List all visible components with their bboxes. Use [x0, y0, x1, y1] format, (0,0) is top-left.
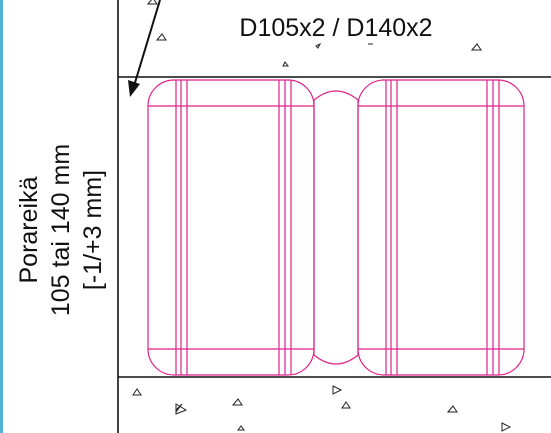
leader-arrow — [128, 0, 161, 97]
hole-label-title: Porareikä — [15, 176, 43, 283]
concrete-texture-bottom — [132, 385, 512, 432]
seal-size-label: D105x2 / D140x2 — [239, 14, 432, 42]
concrete-texture-top — [146, 0, 482, 67]
bore-hole-outline — [117, 0, 551, 433]
left-accent-bar — [0, 0, 3, 433]
pipe-seal — [147, 79, 525, 376]
hole-label-diameter: 105 tai 140 mm — [47, 144, 75, 316]
hole-label-tolerance: [-1/+3 mm] — [79, 170, 107, 290]
hole-size-label: Porareikä 105 tai 140 mm [-1/+3 mm] — [15, 144, 107, 316]
